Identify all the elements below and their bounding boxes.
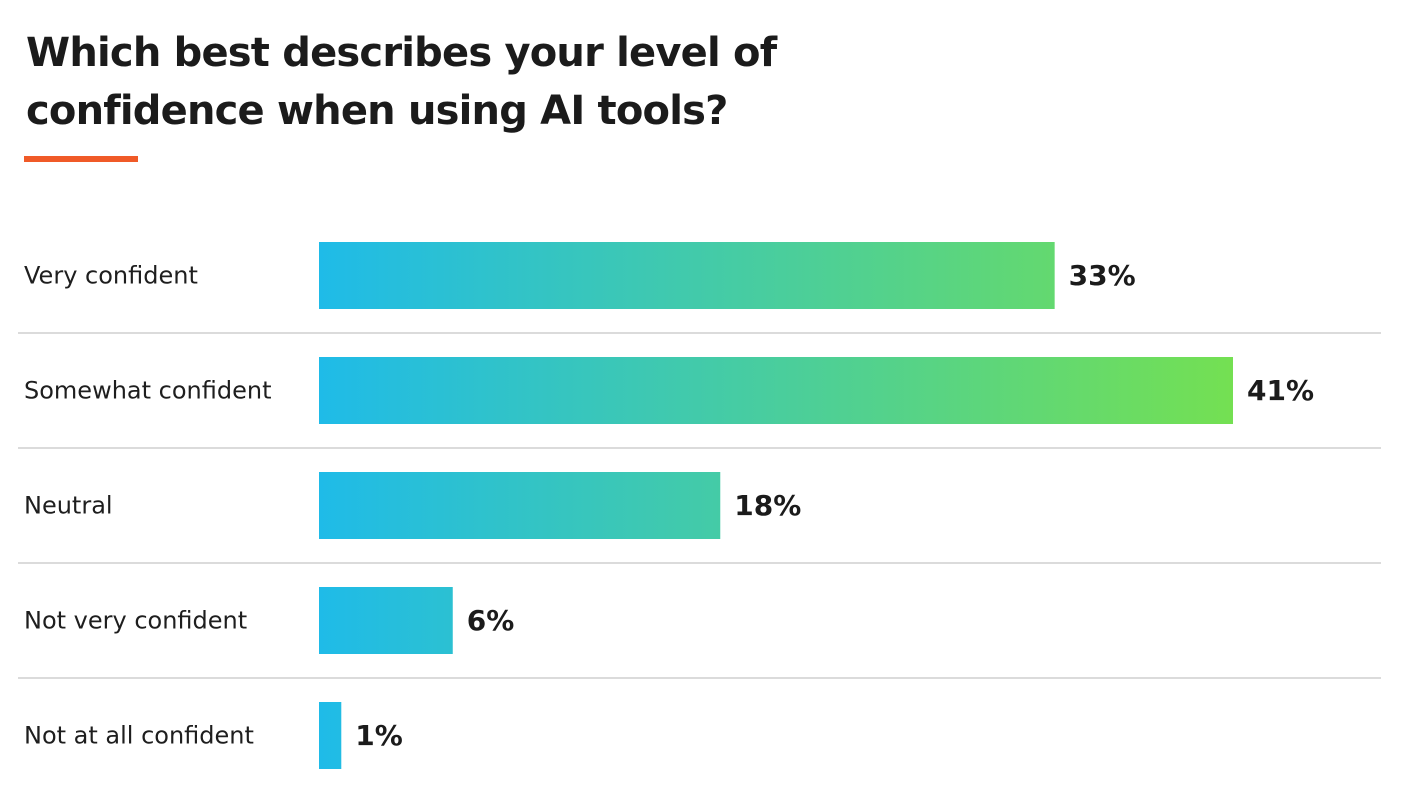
category-label-somewhat-confident: Somewhat confident — [24, 377, 271, 405]
value-label-somewhat-confident: 41% — [1247, 374, 1314, 407]
bar-not-at-all-confident — [319, 702, 342, 769]
bar-somewhat-confident — [319, 357, 1233, 424]
value-label-not-very-confident: 6% — [467, 604, 515, 637]
category-label-neutral: Neutral — [24, 492, 113, 520]
bar-not-very-confident — [319, 587, 453, 654]
chart-title: Which best describes your level of confi… — [26, 30, 777, 134]
value-label-very-confident: 33% — [1069, 259, 1136, 292]
bar-very-confident — [319, 242, 1055, 309]
category-label-not-very-confident: Not very confident — [24, 607, 247, 635]
title-accent-underline — [24, 156, 138, 162]
value-label-neutral: 18% — [734, 489, 801, 522]
category-label-very-confident: Very confident — [24, 262, 198, 290]
category-label-not-at-all-confident: Not at all confident — [24, 722, 254, 750]
value-label-not-at-all-confident: 1% — [355, 719, 403, 752]
bar-neutral — [319, 472, 721, 539]
